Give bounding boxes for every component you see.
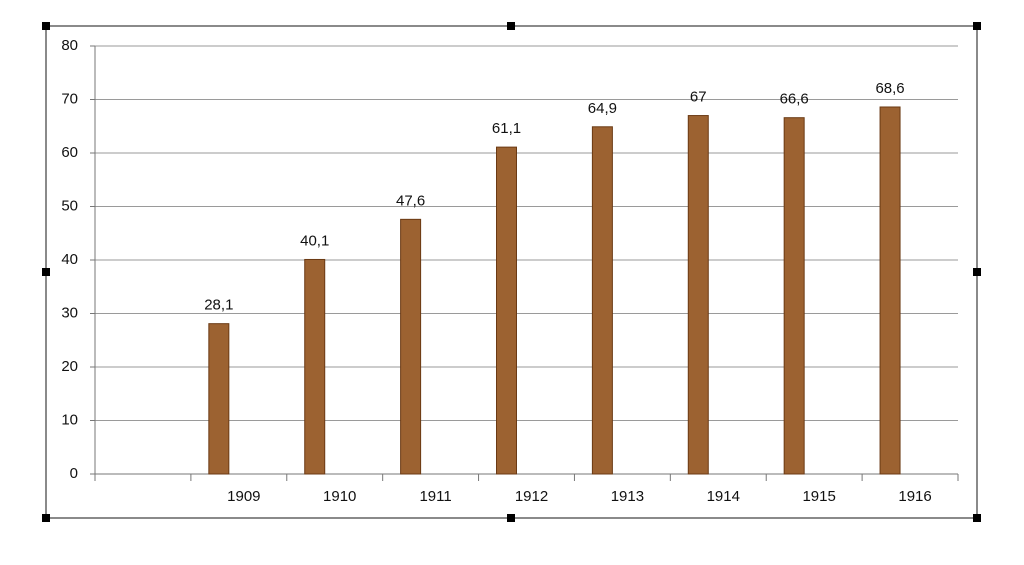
x-tick-label: 1910 bbox=[323, 488, 356, 505]
bar bbox=[687, 115, 709, 475]
bar bbox=[879, 106, 901, 475]
x-tick-label: 1915 bbox=[802, 488, 835, 505]
y-tick-label: 70 bbox=[61, 90, 78, 107]
bar bbox=[783, 117, 805, 475]
value-label: 67 bbox=[690, 89, 707, 106]
y-tick-label: 20 bbox=[61, 358, 78, 375]
bar bbox=[591, 126, 613, 475]
value-label: 28,1 bbox=[204, 297, 233, 314]
x-tick-label: 1909 bbox=[227, 488, 260, 505]
x-tick-label: 1914 bbox=[707, 488, 740, 505]
value-label: 66,6 bbox=[780, 91, 809, 108]
x-tick-label: 1913 bbox=[611, 488, 644, 505]
value-label: 64,9 bbox=[588, 100, 617, 117]
x-tick-label: 1916 bbox=[898, 488, 931, 505]
x-tick-label: 1912 bbox=[515, 488, 548, 505]
y-tick-label: 0 bbox=[70, 465, 78, 482]
y-tick-label: 30 bbox=[61, 304, 78, 321]
value-label: 47,6 bbox=[396, 192, 425, 209]
value-label: 61,1 bbox=[492, 120, 521, 137]
y-tick-label: 60 bbox=[61, 144, 78, 161]
value-label: 68,6 bbox=[875, 80, 904, 97]
bar bbox=[400, 218, 422, 475]
bar bbox=[304, 258, 326, 475]
x-tick-label: 1911 bbox=[419, 488, 451, 505]
y-tick-label: 50 bbox=[61, 197, 78, 214]
y-tick-label: 40 bbox=[61, 251, 78, 268]
value-label: 40,1 bbox=[300, 232, 329, 249]
y-tick-label: 80 bbox=[61, 37, 78, 54]
bar bbox=[208, 323, 230, 475]
y-tick-label: 10 bbox=[61, 411, 78, 428]
bar bbox=[496, 146, 517, 475]
selection-handles bbox=[42, 22, 981, 522]
